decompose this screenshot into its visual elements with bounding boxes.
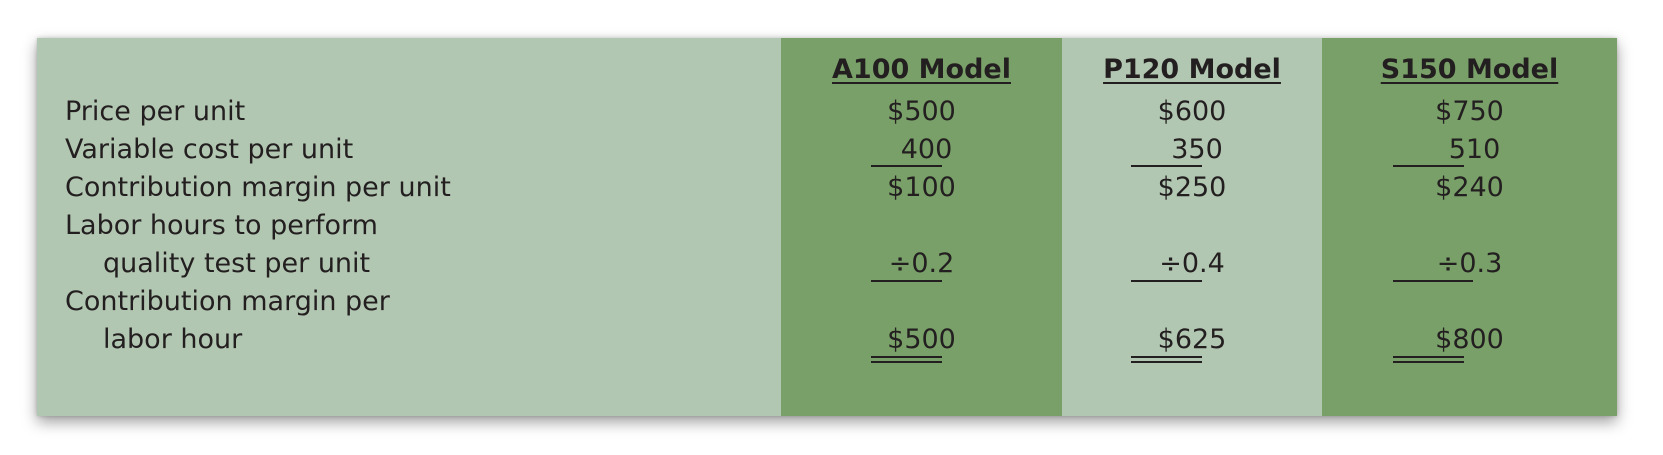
header-p120-model: P120 Model <box>1103 54 1281 85</box>
underline-variable-cost-s150 <box>1393 165 1464 167</box>
cell-cm-per-unit-p120: $250 <box>1157 172 1227 203</box>
double-underline-a100 <box>871 356 942 363</box>
row-label-labor-hour: labor hour <box>103 324 243 355</box>
cell-labor-hours-p120: ÷0.4 <box>1159 248 1225 279</box>
underline-labor-hours-s150 <box>1393 280 1473 282</box>
column-band-s150 <box>1322 38 1617 416</box>
row-label-contribution-margin-per-unit: Contribution margin per unit <box>65 172 451 203</box>
column-band-p120 <box>1062 38 1322 416</box>
cell-variable-cost-p120: 350 <box>1171 134 1223 165</box>
cell-cm-per-unit-a100: $100 <box>887 172 956 203</box>
cell-labor-hours-a100: ÷0.2 <box>888 248 955 279</box>
cell-variable-cost-a100: 400 <box>900 134 953 165</box>
double-underline-s150 <box>1393 356 1464 363</box>
table-panel: A100 Model P120 Model S150 Model Price p… <box>37 38 1617 416</box>
row-label-labor-hours: Labor hours to perform <box>65 210 378 241</box>
cell-labor-hours-s150: ÷0.3 <box>1436 248 1503 279</box>
row-label-price-per-unit: Price per unit <box>65 96 246 127</box>
column-band-a100 <box>781 38 1062 416</box>
table-background: A100 Model P120 Model S150 Model Price p… <box>37 38 1617 416</box>
cell-price-p120: $600 <box>1157 96 1227 127</box>
cell-cm-per-labor-hour-s150: $800 <box>1435 324 1504 355</box>
double-underline-p120 <box>1131 356 1202 363</box>
header-s150-model: S150 Model <box>1380 54 1559 85</box>
row-label-contribution-margin-per: Contribution margin per <box>65 286 390 317</box>
underline-labor-hours-p120 <box>1131 280 1202 282</box>
row-label-quality-test-per-unit: quality test per unit <box>103 248 371 279</box>
cell-cm-per-labor-hour-p120: $625 <box>1157 324 1227 355</box>
row-label-variable-cost: Variable cost per unit <box>65 134 354 165</box>
underline-variable-cost-p120 <box>1131 165 1202 167</box>
underline-labor-hours-a100 <box>871 280 942 282</box>
header-a100-model: A100 Model <box>832 54 1011 85</box>
cell-price-a100: $500 <box>887 96 956 127</box>
cell-cm-per-labor-hour-a100: $500 <box>887 324 956 355</box>
cell-price-s150: $750 <box>1435 96 1504 127</box>
cell-variable-cost-s150: 510 <box>1448 134 1501 165</box>
cell-cm-per-unit-s150: $240 <box>1435 172 1504 203</box>
underline-variable-cost-a100 <box>871 165 942 167</box>
